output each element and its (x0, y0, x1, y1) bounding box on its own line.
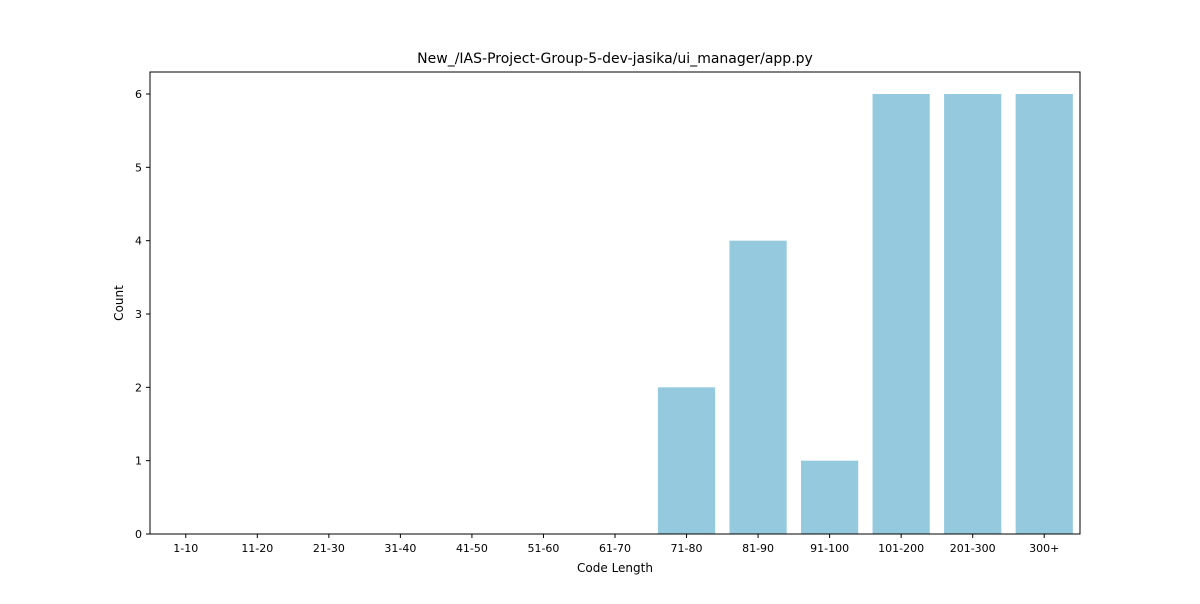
y-tick-label: 1 (135, 455, 142, 468)
bar-101-200 (872, 94, 930, 534)
y-tick-label: 0 (135, 528, 142, 541)
y-axis-ticks: 0 1 2 3 4 5 6 (135, 88, 150, 541)
x-tick-label: 81-90 (742, 542, 774, 555)
x-tick-label: 21-30 (313, 542, 345, 555)
x-axis-label: Code Length (577, 561, 653, 575)
y-tick-label: 3 (135, 308, 142, 321)
x-tick-label: 31-40 (384, 542, 416, 555)
bar-91-100 (801, 460, 859, 534)
plot-frame (149, 71, 1081, 535)
bars-group (657, 94, 1073, 534)
y-tick-label: 2 (135, 381, 142, 394)
y-axis-label: Count (112, 285, 126, 321)
x-tick-label: 201-300 (950, 542, 996, 555)
y-tick-label: 4 (135, 235, 142, 248)
x-tick-label: 300+ (1029, 542, 1059, 555)
x-tick-label: 51-60 (527, 542, 559, 555)
y-tick-label: 6 (135, 88, 142, 101)
x-tick-label: 1-10 (173, 542, 198, 555)
bar-81-90 (729, 240, 787, 534)
chart-title: New_/IAS-Project-Group-5-dev-jasika/ui_m… (417, 51, 813, 67)
x-tick-label: 61-70 (599, 542, 631, 555)
y-tick-label: 5 (135, 161, 142, 174)
x-axis-ticks: 1-10 11-20 21-30 31-40 41-50 51-60 61-70 71-80 8… (173, 534, 1059, 555)
x-tick-label: 101-200 (878, 542, 924, 555)
x-tick-label: 11-20 (241, 542, 273, 555)
bar-300+ (1015, 94, 1073, 534)
bar-201-300 (944, 94, 1002, 534)
x-tick-label: 91-100 (810, 542, 849, 555)
bar-71-80 (657, 387, 716, 534)
x-tick-label: 71-80 (671, 542, 703, 555)
x-tick-label: 41-50 (456, 542, 488, 555)
